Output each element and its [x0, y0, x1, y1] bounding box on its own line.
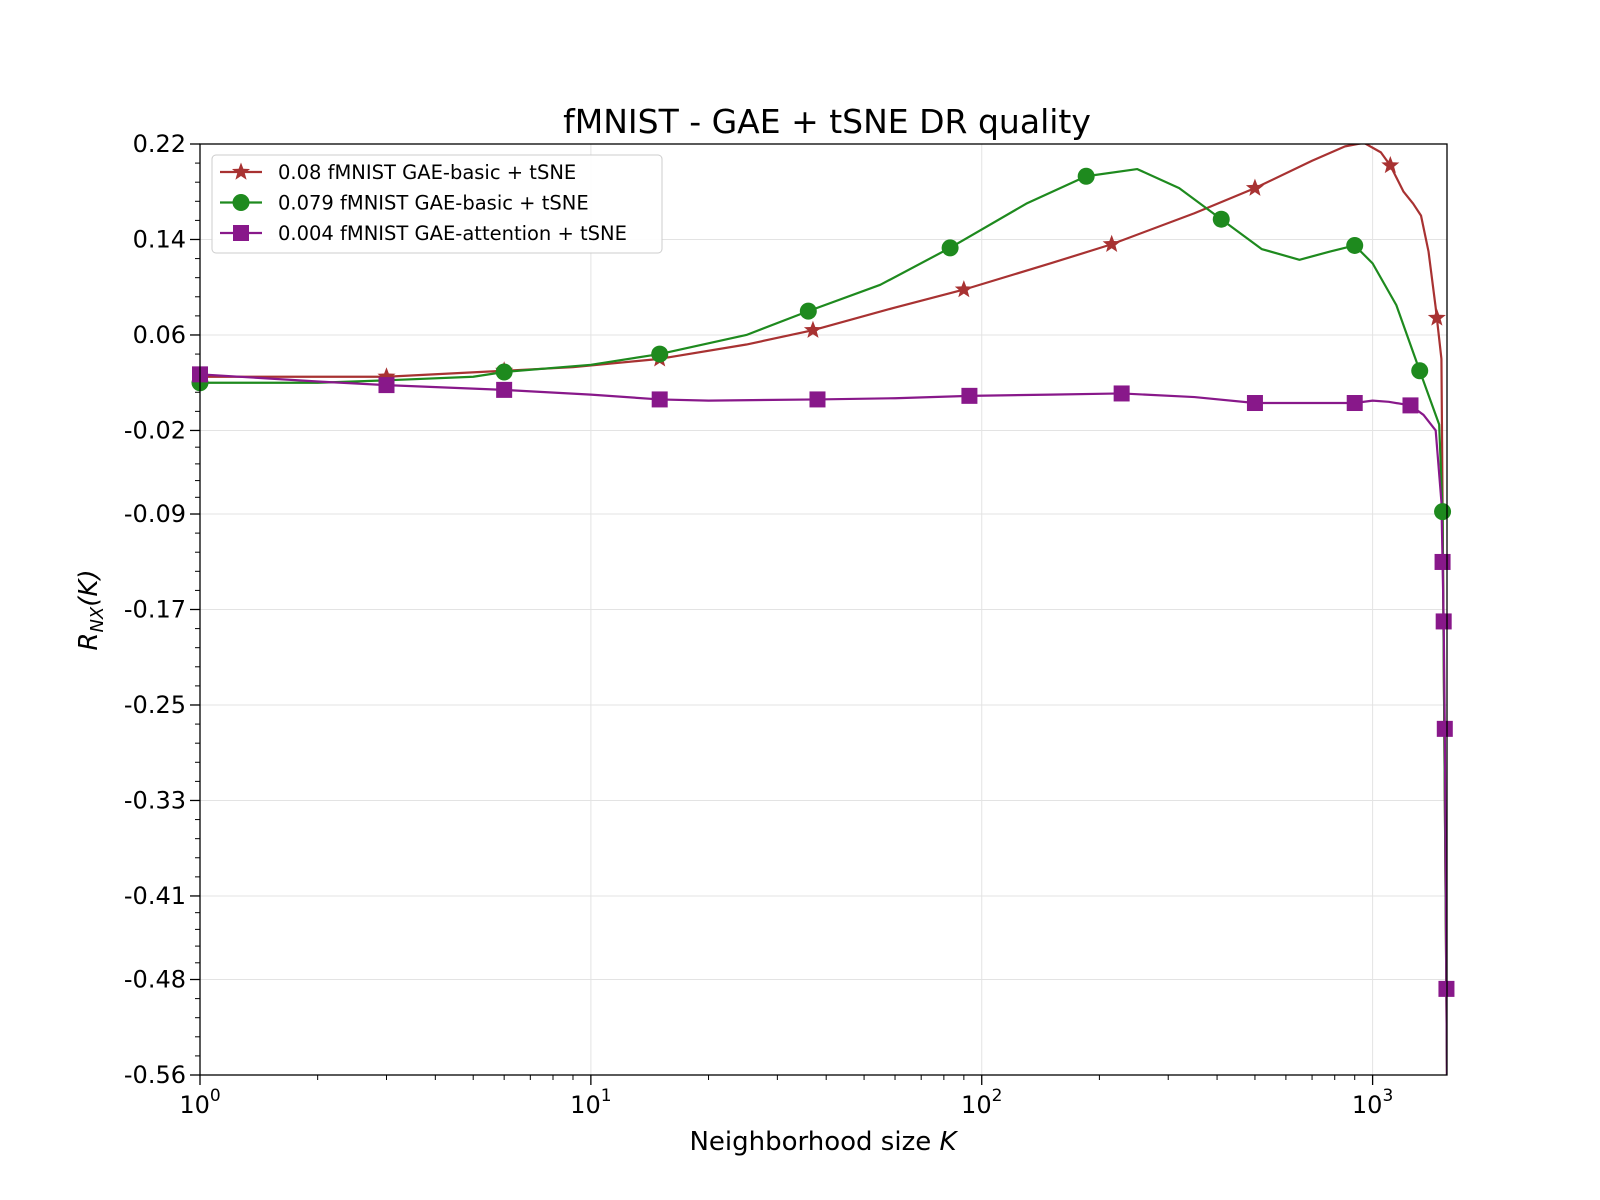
- legend-circle-marker: [232, 194, 250, 211]
- minor-ticks: [195, 162, 1356, 1080]
- legend-entry-label: 0.079 fMNIST GAE-basic + tSNE: [278, 192, 589, 215]
- square-marker: [496, 381, 513, 398]
- x-tick-label-exp: 3: [1382, 1086, 1393, 1106]
- y-tick-label: -0.48: [124, 966, 186, 994]
- series-line: [200, 167, 1447, 1075]
- square-marker: [1435, 613, 1452, 630]
- y-tick-label: -0.41: [124, 882, 186, 910]
- star-marker: [803, 320, 822, 338]
- legend-entry-label: 0.004 fMNIST GAE-attention + tSNE: [278, 222, 627, 245]
- y-tick-label: -0.17: [124, 596, 186, 624]
- square-marker: [1402, 397, 1419, 414]
- legend-star-marker: [231, 162, 251, 180]
- x-tick-label: 102: [961, 1086, 1002, 1119]
- marker-layer: [191, 155, 1455, 997]
- y-tick-label: 0.14: [133, 225, 186, 253]
- x-tick-label-exp: 1: [601, 1086, 612, 1106]
- y-axis-label-symbol: R: [74, 633, 104, 651]
- square-marker: [809, 391, 826, 408]
- y-tick-label: -0.56: [124, 1061, 186, 1089]
- x-tick-label-exp: 2: [992, 1086, 1003, 1106]
- x-tick-label-exp: 0: [210, 1086, 221, 1106]
- star-marker: [954, 280, 973, 298]
- x-tick-label-base: 10: [1352, 1091, 1383, 1119]
- circle-marker: [799, 302, 817, 320]
- star-marker: [1381, 155, 1400, 174]
- star-marker: [377, 367, 396, 385]
- circle-marker: [651, 345, 669, 363]
- square-marker: [1246, 395, 1263, 412]
- plot-frame: [199, 143, 1448, 1076]
- x-tick-label: 103: [1352, 1086, 1393, 1119]
- circle-marker: [1411, 362, 1429, 380]
- series-line: [200, 373, 1447, 1075]
- y-axis-ticks: 0.22 0.14 0.06 -0.02 -0.09 -0.17 -0.25 -0.33 -0.…: [124, 130, 200, 1089]
- y-axis-label-subscript: NX: [87, 606, 108, 632]
- y-tick-label: -0.25: [124, 691, 186, 719]
- x-axis-ticks: 100 101 102 103: [179, 1075, 1393, 1119]
- circle-marker: [1346, 236, 1364, 254]
- y-axis-label: RNX(K): [74, 569, 108, 650]
- legend-square-marker: [233, 225, 249, 241]
- star-marker: [1102, 234, 1121, 252]
- y-axis-label-arg: (K): [74, 569, 104, 606]
- y-tick-label: 0.22: [133, 130, 186, 158]
- x-tick-label-base: 10: [179, 1091, 210, 1119]
- square-marker: [961, 387, 978, 404]
- square-marker: [1346, 395, 1363, 412]
- x-axis-label-var: K: [939, 1127, 958, 1157]
- circle-marker: [1077, 167, 1095, 185]
- x-tick-label: 101: [570, 1086, 611, 1119]
- x-axis-label: Neighborhood size K: [689, 1127, 958, 1157]
- square-marker: [1436, 720, 1453, 737]
- square-marker: [1113, 385, 1130, 402]
- y-tick-label: 0.06: [133, 321, 186, 349]
- x-tick-label-base: 10: [570, 1091, 601, 1119]
- x-tick-label: 100: [179, 1086, 220, 1119]
- legend: 0.08 fMNIST GAE-basic + tSNE 0.079 fMNIST…: [211, 154, 663, 254]
- y-tick-label: -0.09: [124, 500, 186, 528]
- circle-marker: [1434, 503, 1452, 521]
- x-tick-label-base: 10: [961, 1091, 992, 1119]
- square-marker: [378, 377, 395, 394]
- square-marker: [651, 391, 668, 408]
- y-tick-label: -0.02: [124, 416, 186, 444]
- star-marker: [1245, 178, 1264, 196]
- y-tick-label: -0.33: [124, 786, 186, 814]
- square-marker: [1434, 553, 1451, 570]
- legend-box: [211, 154, 663, 254]
- circle-marker: [941, 239, 959, 257]
- circle-marker: [1212, 210, 1230, 228]
- x-axis-label-text: Neighborhood size: [689, 1127, 939, 1157]
- star-marker: [1427, 308, 1446, 326]
- legend-entry-label: 0.08 fMNIST GAE-basic + tSNE: [278, 161, 576, 184]
- chart-title: fMNIST - GAE + tSNE DR quality: [563, 102, 1091, 141]
- circle-marker: [495, 363, 513, 381]
